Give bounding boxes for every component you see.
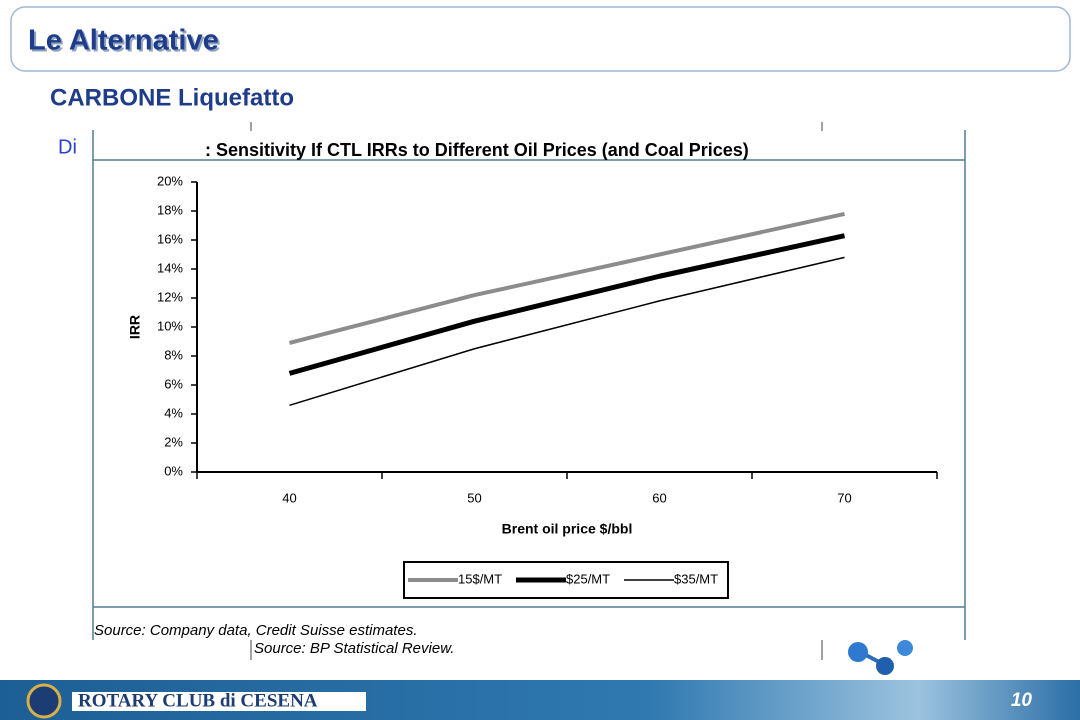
y-tick-label: 6% (164, 376, 183, 391)
legend-label: 15$/MT (458, 571, 502, 586)
slide-title: Le Alternative (28, 25, 219, 57)
y-tick-label: 16% (157, 231, 183, 246)
y-tick-label: 10% (157, 318, 183, 333)
legend-label: $35/MT (674, 571, 718, 586)
legend-label: $25/MT (566, 571, 610, 586)
y-tick-label: 20% (157, 173, 183, 188)
x-axis-label: Brent oil price $/bbl (502, 521, 633, 537)
rotary-logo (26, 683, 62, 719)
partial-text: Di (58, 136, 77, 158)
y-tick-label: 14% (157, 260, 183, 275)
y-axis-label: IRR (127, 315, 143, 339)
title-box (10, 6, 1071, 72)
x-tick-label: 40 (282, 490, 296, 505)
x-tick-label: 60 (652, 490, 666, 505)
molecule-icon (848, 640, 913, 675)
y-tick-label: 18% (157, 202, 183, 217)
x-tick-label: 50 (467, 490, 481, 505)
title-shadow: Le Alternative (30, 27, 221, 59)
y-tick-label: 0% (164, 463, 183, 478)
y-tick-label: 2% (164, 434, 183, 449)
y-tick-label: 8% (164, 347, 183, 362)
series-line (288, 211, 845, 345)
x-tick-label: 70 (837, 490, 851, 505)
source: Source: BP Statistical Review. (254, 640, 454, 657)
slide-subtitle: CARBONE Liquefatto (50, 84, 294, 111)
series-line (288, 233, 846, 376)
series-line (289, 256, 845, 407)
chart-title: : Sensitivity If CTL IRRs to Different O… (205, 140, 749, 160)
source: Source: Company data, Credit Suisse esti… (94, 622, 417, 639)
page-number: 10 (1011, 690, 1033, 711)
y-tick-label: 12% (157, 289, 183, 304)
footer-text: ROTARY CLUB di CESENA (78, 690, 318, 711)
y-tick-label: 4% (164, 405, 183, 420)
footer-box (72, 692, 366, 711)
